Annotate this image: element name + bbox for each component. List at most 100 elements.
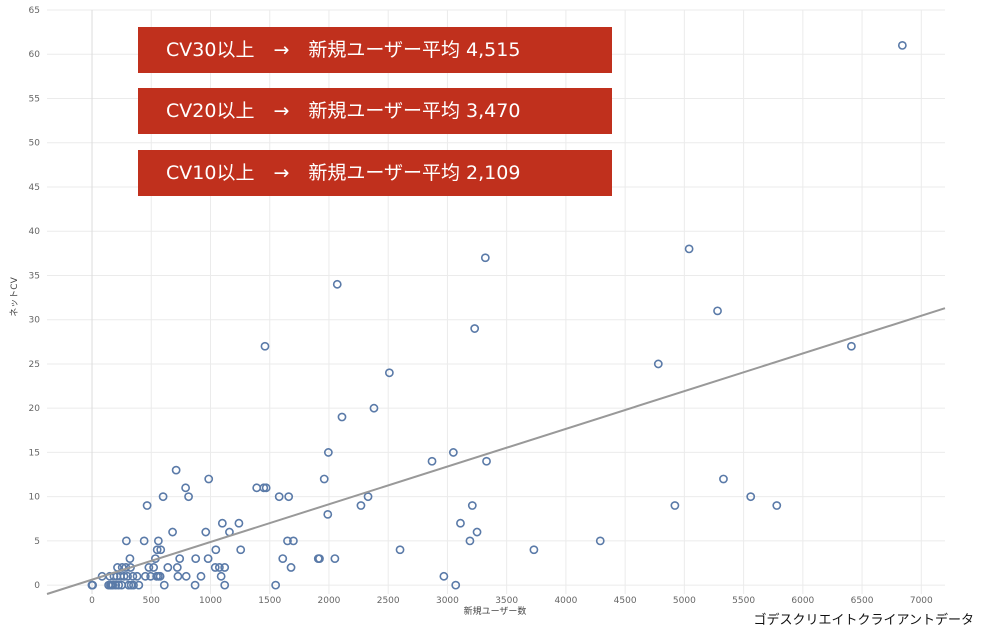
data-point xyxy=(163,563,173,572)
data-point xyxy=(140,571,150,581)
data-point xyxy=(746,492,756,502)
y-tick-label: 55 xyxy=(29,94,40,104)
y-axis-title: ネットCV xyxy=(9,276,20,316)
data-point xyxy=(171,465,181,475)
data-point xyxy=(88,580,98,590)
data-point xyxy=(713,306,722,316)
data-point xyxy=(217,518,227,528)
data-point xyxy=(529,545,539,555)
data-point xyxy=(214,563,224,572)
x-tick-label: 1000 xyxy=(199,596,222,606)
data-point xyxy=(323,448,333,457)
data-point xyxy=(142,501,152,510)
data-point xyxy=(173,571,183,581)
y-tick-label: 35 xyxy=(29,271,40,281)
data-point xyxy=(323,509,333,519)
data-point xyxy=(132,571,142,581)
data-point xyxy=(283,536,292,546)
data-point xyxy=(121,536,131,546)
data-point xyxy=(330,554,340,564)
x-tick-label: 3500 xyxy=(495,596,518,606)
x-tick-label: 6500 xyxy=(851,596,874,606)
data-point xyxy=(670,501,680,510)
data-point xyxy=(128,571,138,581)
y-tick-label: 0 xyxy=(34,581,40,591)
data-point xyxy=(108,580,118,590)
data-point xyxy=(467,501,477,510)
data-point xyxy=(448,448,458,457)
data-point xyxy=(480,253,490,263)
data-point xyxy=(126,563,135,572)
data-point xyxy=(204,474,214,484)
data-point xyxy=(315,554,324,564)
data-point xyxy=(181,483,191,493)
x-tick-label: 2500 xyxy=(377,596,400,606)
y-tick-label: 20 xyxy=(29,404,41,414)
data-point xyxy=(332,279,342,289)
data-point xyxy=(156,545,166,555)
data-point xyxy=(427,456,437,466)
y-tick-label: 15 xyxy=(29,448,40,458)
data-point xyxy=(168,527,177,537)
data-point xyxy=(201,527,211,537)
data-point xyxy=(684,244,694,254)
data-point xyxy=(356,501,366,510)
x-axis-title: 新規ユーザー数 xyxy=(464,605,527,617)
x-tick-label: 3000 xyxy=(436,596,459,606)
data-point xyxy=(772,501,782,510)
y-tick-label: 30 xyxy=(29,316,41,326)
data-point xyxy=(152,545,162,555)
data-point xyxy=(190,580,200,590)
y-tick-label: 65 xyxy=(29,6,40,16)
y-tick-label: 10 xyxy=(29,493,41,503)
x-tick-label: 4500 xyxy=(614,596,637,606)
y-tick-label: 5 xyxy=(34,537,40,547)
y-tick-label: 45 xyxy=(29,183,40,193)
data-point xyxy=(203,554,213,564)
data-point xyxy=(284,492,294,502)
data-point xyxy=(220,580,230,590)
source-note: ゴデスクリエイトクライアントデータ xyxy=(753,613,974,628)
banner-cv20: CV20以上 → 新規ユーザー平均 3,470 xyxy=(138,88,612,134)
trendline xyxy=(46,307,946,595)
data-point xyxy=(210,563,220,572)
banner-cv10: CV10以上 → 新規ユーザー平均 2,109 xyxy=(138,150,612,196)
x-tick-label: 0 xyxy=(89,596,95,606)
data-point xyxy=(271,580,281,590)
data-point xyxy=(125,554,135,564)
data-point xyxy=(123,571,132,581)
data-point xyxy=(149,563,159,572)
data-point xyxy=(369,403,379,413)
data-point xyxy=(384,368,394,378)
data-point xyxy=(465,536,475,546)
data-point xyxy=(472,527,482,537)
data-point xyxy=(114,580,124,590)
data-point xyxy=(184,492,193,502)
data-point xyxy=(153,536,163,546)
x-tick-label: 500 xyxy=(143,596,160,606)
data-point xyxy=(897,40,907,50)
data-point xyxy=(595,536,605,546)
data-point xyxy=(158,492,168,502)
data-point xyxy=(278,554,288,564)
data-point xyxy=(139,536,149,546)
data-point xyxy=(337,412,347,422)
banner-cv30: CV30以上 → 新規ユーザー平均 4,515 xyxy=(138,27,612,73)
data-points xyxy=(87,40,907,590)
data-point xyxy=(252,483,262,493)
data-point xyxy=(260,341,270,351)
axis-ticks: 0 5 10 15 20 25 30 35 40 45 50 55 60 65 0 500 1000 1500 20… xyxy=(29,6,933,606)
data-point xyxy=(261,483,271,493)
trendline-layer xyxy=(46,307,946,595)
data-point xyxy=(119,571,129,581)
data-point xyxy=(196,571,206,581)
y-tick-label: 40 xyxy=(29,227,41,237)
y-tick-label: 60 xyxy=(29,50,41,60)
x-tick-label: 5500 xyxy=(732,596,755,606)
data-point xyxy=(470,324,480,333)
data-point xyxy=(482,456,491,466)
data-point xyxy=(159,580,169,590)
data-point xyxy=(286,563,296,572)
data-point xyxy=(456,518,465,528)
x-tick-label: 5000 xyxy=(673,596,696,606)
